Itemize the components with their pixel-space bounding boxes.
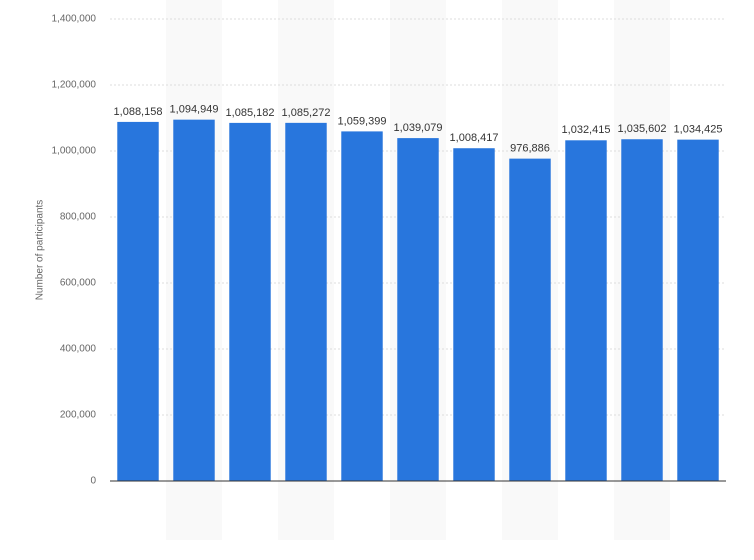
- bar: [565, 140, 607, 482]
- bar: [453, 148, 495, 481]
- bar: [397, 138, 439, 481]
- y-tick-label: 600,000: [60, 278, 97, 289]
- y-tick-label: 0: [90, 476, 96, 487]
- value-label: 1,085,182: [226, 107, 275, 119]
- y-tick-label: 1,200,000: [52, 80, 97, 91]
- y-tick-label: 800,000: [60, 212, 97, 223]
- value-label: 1,034,425: [674, 124, 723, 136]
- y-axis-label: Number of participants: [35, 200, 46, 301]
- y-tick-label: 1,000,000: [52, 146, 97, 157]
- value-label: 1,039,079: [394, 122, 443, 134]
- bar: [341, 131, 383, 482]
- value-label: 1,085,272: [282, 107, 331, 119]
- value-label: 1,008,417: [450, 132, 499, 144]
- bar: [285, 122, 327, 482]
- value-label: 1,059,399: [338, 115, 387, 127]
- bar: [509, 158, 551, 481]
- bar: [229, 122, 271, 481]
- value-label: 1,035,602: [618, 123, 667, 135]
- bar: [173, 119, 215, 481]
- value-label: 976,886: [510, 143, 550, 155]
- value-label: 1,094,949: [170, 104, 219, 116]
- bar: [677, 139, 719, 481]
- bar: [621, 139, 663, 481]
- y-tick-label: 1,400,000: [52, 14, 97, 25]
- y-tick-label: 200,000: [60, 410, 97, 421]
- bar: [117, 121, 159, 481]
- y-tick-label: 400,000: [60, 344, 97, 355]
- value-label: 1,088,158: [114, 106, 163, 118]
- value-label: 1,032,415: [562, 124, 611, 136]
